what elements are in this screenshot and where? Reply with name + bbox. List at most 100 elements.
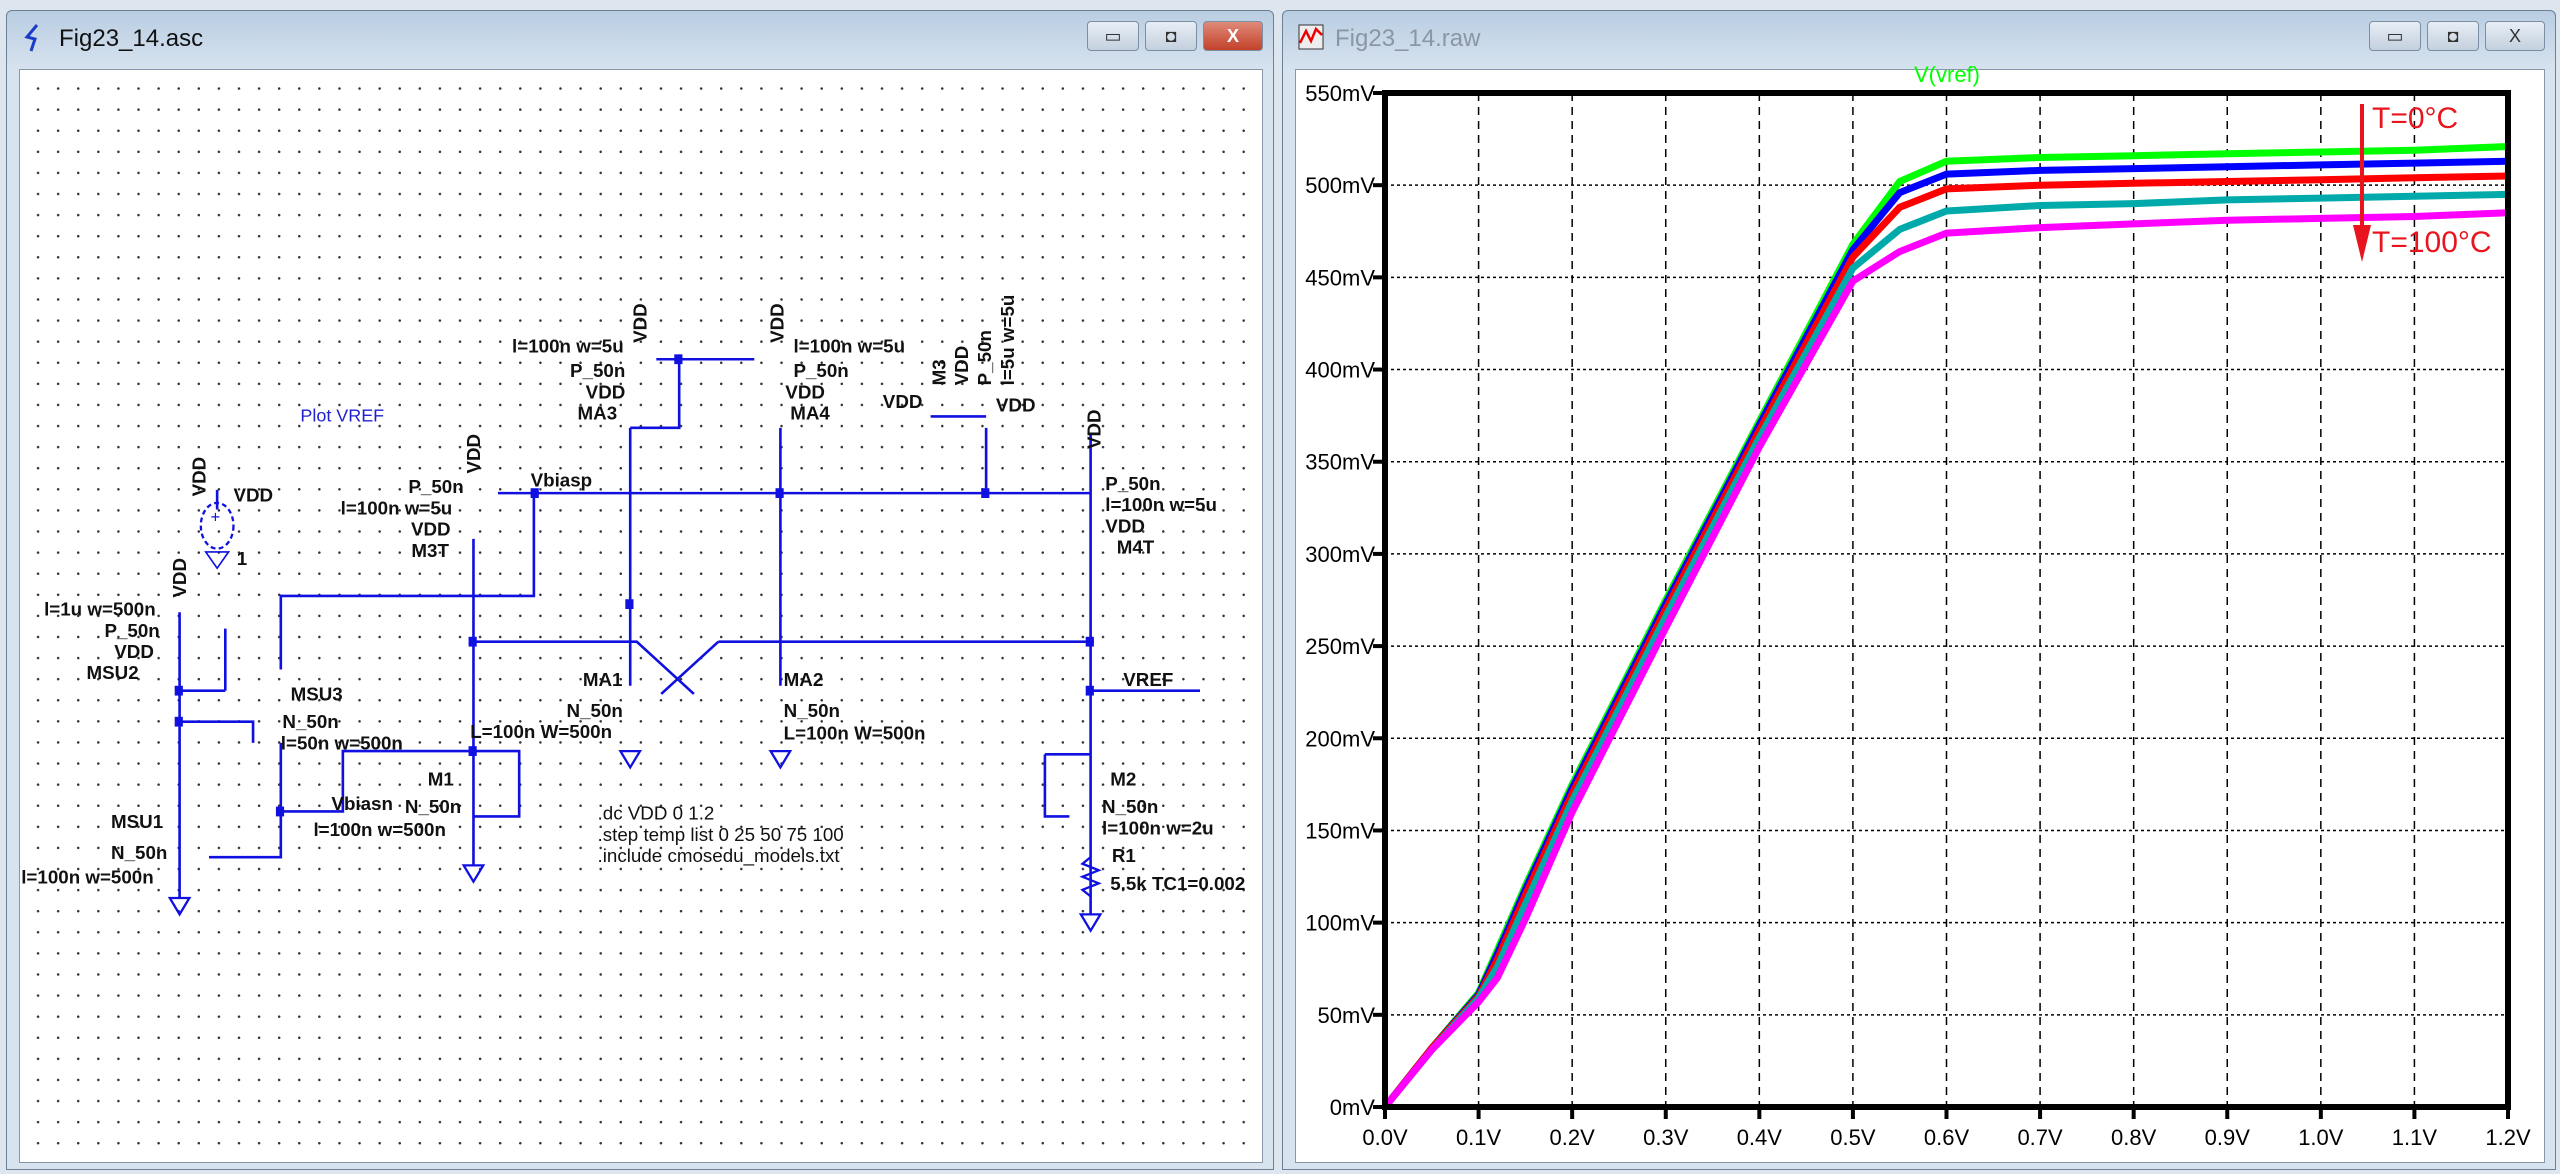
label: M3T xyxy=(411,540,449,561)
label: VDD xyxy=(767,303,788,343)
label: l=100n w=5u xyxy=(512,336,624,357)
label: l=5u w=5u xyxy=(997,295,1018,386)
y-tick-label: 550mV xyxy=(1305,81,1375,106)
window-title: Fig23_14.raw xyxy=(1335,25,1481,52)
label: VDD xyxy=(233,484,273,505)
waveform-app-icon xyxy=(1298,24,1324,50)
label: M3 xyxy=(928,359,949,385)
component-labels: l=100n w=5u P_50n VDD MA3 VDD l=100n w=5… xyxy=(21,295,1245,894)
x-tick-label: 1.1V xyxy=(2392,1125,2438,1150)
directive-line[interactable]: .step temp list 0 25 50 75 100 xyxy=(598,824,844,845)
y-tick-label: 450mV xyxy=(1305,265,1375,290)
label: VDD xyxy=(463,434,484,474)
temperature-annotation: T=0°C T=100°C xyxy=(2353,102,2492,262)
chart-title[interactable]: V(vref) xyxy=(1914,62,1980,87)
label: R1 xyxy=(1112,845,1136,866)
y-tick-label: 0mV xyxy=(1330,1095,1376,1120)
label: M2 xyxy=(1110,768,1136,789)
minimize-button[interactable]: ▭ xyxy=(2369,21,2421,51)
label: N_50n xyxy=(1102,796,1158,817)
ltspice-app-icon xyxy=(24,24,39,52)
directive-line[interactable]: .dc VDD 0 1.2 xyxy=(598,803,715,824)
label: MA4 xyxy=(790,403,830,424)
label: 1 xyxy=(237,548,247,569)
x-tick-label: 0.3V xyxy=(1643,1125,1689,1150)
schematic-window: Fig23_14.asc ▭ ◘ X xyxy=(6,10,1274,1170)
label: l=100n w=5u xyxy=(1105,494,1217,515)
directive-line[interactable]: .include cmosedu_models.txt xyxy=(598,845,841,867)
title-bar[interactable]: Fig23_14.asc ▭ ◘ X xyxy=(7,11,1273,67)
label: 5.5k TC1=0.002 xyxy=(1110,873,1245,894)
label: P_50n xyxy=(974,330,995,385)
trace-4[interactable] xyxy=(1382,209,2509,1110)
y-tick-label: 150mV xyxy=(1305,818,1375,843)
label: l=50n w=500n xyxy=(281,732,403,753)
label: VDD xyxy=(1105,515,1145,536)
label: M4T xyxy=(1117,537,1155,558)
traces xyxy=(1382,143,2509,1110)
axis-ticks: 0.0V 0.1V 0.2V 0.3V 0.4V 0.5V 0.6V 0.7V 0.8V 0.9V… xyxy=(1305,81,2531,1150)
label: l=100n w=500n xyxy=(313,819,445,840)
x-tick-label: 0.0V xyxy=(1362,1125,1408,1150)
plot-pane[interactable] xyxy=(1295,69,2545,1163)
junction-dots xyxy=(174,354,1094,817)
x-tick-label: 1.2V xyxy=(2485,1125,2531,1150)
x-tick-label: 1.0V xyxy=(2298,1125,2344,1150)
plot-vref-directive[interactable]: Plot VREF xyxy=(300,405,384,425)
label: N_50n xyxy=(784,700,840,721)
label: MA1 xyxy=(583,669,623,690)
label: VDD xyxy=(114,641,154,662)
x-tick-label: 0.6V xyxy=(1924,1125,1970,1150)
label: l=1u w=500n xyxy=(44,599,156,620)
label: l=100n w=2u xyxy=(1102,817,1214,838)
restore-button[interactable]: ◘ xyxy=(1145,21,1197,51)
y-tick-label: 350mV xyxy=(1305,450,1375,475)
x-tick-label: 0.1V xyxy=(1456,1125,1502,1150)
y-tick-label: 200mV xyxy=(1305,726,1375,751)
y-tick-label: 50mV xyxy=(1318,1003,1376,1028)
x-tick-label: 0.7V xyxy=(2017,1125,2063,1150)
wires xyxy=(178,357,1200,915)
title-bar[interactable]: Fig23_14.raw ▭ ◘ X xyxy=(1283,11,2555,67)
minimize-button[interactable]: ▭ xyxy=(1087,21,1139,51)
label: N_50n xyxy=(567,700,623,721)
x-tick-label: 0.2V xyxy=(1550,1125,1596,1150)
grid xyxy=(1385,93,2508,1107)
label: L=100n W=500n xyxy=(470,721,612,742)
y-tick-label: 500mV xyxy=(1305,173,1375,198)
close-button[interactable]: X xyxy=(2485,21,2545,51)
annotation-top: T=0°C xyxy=(2372,102,2458,135)
label: VDD xyxy=(189,457,210,497)
label: L=100n W=500n xyxy=(784,723,926,744)
vdd-source: + xyxy=(199,501,235,570)
label: VDD xyxy=(996,394,1036,415)
label: l=100n w=5u xyxy=(341,497,453,518)
label: VDD xyxy=(1083,409,1104,449)
label: l=100n w=5u xyxy=(793,336,905,357)
label: MA3 xyxy=(578,403,618,424)
label: VDD xyxy=(169,558,190,598)
label: N_50n xyxy=(405,796,461,817)
restore-button[interactable]: ◘ xyxy=(2427,21,2479,51)
y-tick-label: 300mV xyxy=(1305,542,1375,567)
label: VDD xyxy=(883,391,923,412)
spice-directives[interactable]: .dc VDD 0 1.2 .step temp list 0 25 50 75… xyxy=(598,803,844,867)
label: VDD xyxy=(951,346,972,386)
label: P_50n xyxy=(793,360,848,381)
trace-3[interactable] xyxy=(1382,190,2509,1110)
ground-symbols xyxy=(167,749,1103,933)
arrow-head xyxy=(2353,225,2371,262)
label: P_50n xyxy=(104,620,159,641)
label: P_50n xyxy=(408,476,463,497)
schematic-canvas[interactable] xyxy=(19,69,1263,1163)
vref-net-label: VREF xyxy=(1123,669,1173,690)
label: M1 xyxy=(428,768,454,789)
label: VDD xyxy=(586,381,626,402)
label: MA2 xyxy=(784,669,824,690)
y-tick-label: 400mV xyxy=(1305,358,1375,383)
plot-frame xyxy=(1382,90,2511,1110)
close-button[interactable]: X xyxy=(1203,21,1263,51)
y-tick-label: 250mV xyxy=(1305,634,1375,659)
